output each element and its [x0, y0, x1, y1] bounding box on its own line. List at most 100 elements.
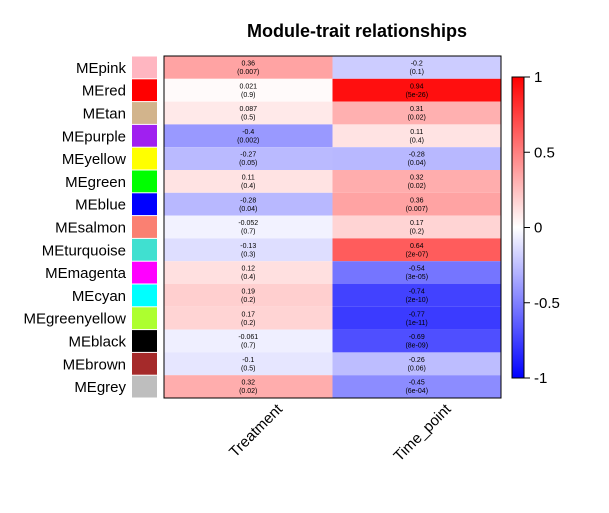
cell-correlation-label: 0.31	[410, 106, 424, 113]
heatmap-cell	[164, 170, 333, 193]
cell-correlation-label: 0.11	[410, 129, 423, 136]
cell-pvalue-label: (0.002)	[237, 137, 259, 144]
column-label: Time_point	[390, 400, 455, 465]
heatmap-cells: 0.36(0.007)-0.2(0.1)0.021(0.9)0.94(5e-26…	[164, 56, 501, 398]
module-swatch	[132, 102, 157, 124]
row-label: MEbrown	[63, 356, 126, 373]
heatmap-cell	[332, 170, 501, 193]
row-label: MEgreenyellow	[23, 311, 126, 328]
colorbar-tick-label: -1	[534, 370, 547, 387]
cell-correlation-label: -0.26	[409, 357, 425, 364]
heatmap-cell	[332, 284, 501, 307]
row-label: MEtan	[83, 106, 126, 123]
heatmap-cell	[164, 261, 333, 284]
row-label: MEturquoise	[42, 242, 126, 259]
row-labels: MEpink MEred MEtan MEpurple MEyellow MEgreen M…	[23, 60, 126, 396]
cell-pvalue-label: (0.05)	[239, 160, 257, 167]
heatmap-cell	[332, 306, 501, 330]
heatmap-cell	[164, 215, 333, 239]
heatmap-cell	[332, 78, 501, 102]
heatmap-cell	[332, 56, 501, 79]
heatmap-cell	[164, 329, 333, 353]
cell-pvalue-label: (0.02)	[408, 115, 426, 122]
colorbar-tick-label: 1	[534, 69, 542, 86]
cell-pvalue-label: (0.04)	[408, 160, 426, 167]
cell-pvalue-label: (0.06)	[408, 365, 426, 372]
heatmap-cell	[332, 101, 501, 125]
heatmap-cell	[164, 56, 333, 79]
cell-correlation-label: -0.77	[409, 311, 425, 318]
colorbar-tick-label: 0.5	[534, 144, 555, 161]
module-swatch	[132, 330, 157, 352]
heatmap-cell	[164, 147, 333, 170]
colorbar-tick-label: 0	[534, 220, 542, 237]
cell-correlation-label: -0.74	[409, 289, 425, 296]
cell-pvalue-label: (0.007)	[237, 69, 259, 76]
cell-correlation-label: -0.69	[409, 334, 425, 341]
cell-pvalue-label: (3e-05)	[405, 274, 428, 281]
cell-correlation-label: 0.17	[241, 311, 255, 318]
cell-pvalue-label: (0.5)	[241, 115, 255, 122]
heatmap-cell	[164, 238, 333, 262]
heatmap-cell	[164, 78, 333, 102]
module-swatch	[132, 261, 157, 284]
row-label: MEblack	[68, 334, 126, 351]
heatmap-cell	[332, 147, 501, 170]
cell-correlation-label: -0.28	[240, 197, 256, 204]
cell-pvalue-label: (0.2)	[241, 297, 255, 304]
cell-correlation-label: 0.021	[239, 83, 257, 90]
cell-correlation-label: -0.1	[242, 357, 254, 364]
heatmap-cell	[332, 215, 501, 239]
cell-pvalue-label: (0.4)	[241, 274, 255, 281]
cell-pvalue-label: (0.3)	[241, 251, 255, 258]
cell-pvalue-label: (0.007)	[406, 206, 428, 213]
row-label: MEred	[82, 83, 126, 100]
heatmap-border	[163, 55, 502, 399]
module-swatch	[132, 375, 157, 398]
module-swatch	[132, 124, 157, 147]
module-swatch	[132, 193, 157, 216]
module-swatch	[132, 56, 157, 79]
heatmap-cell	[332, 352, 501, 376]
cell-pvalue-label: (5e-26)	[405, 92, 428, 99]
module-swatch	[132, 147, 157, 170]
module-swatch	[132, 216, 157, 238]
cell-pvalue-label: (0.2)	[410, 229, 424, 236]
module-swatch	[132, 238, 157, 261]
cell-correlation-label: 0.94	[410, 83, 424, 90]
heatmap-cell	[332, 329, 501, 353]
colorbar-legend: 1 0.5 0 -0.5 -1	[511, 69, 560, 387]
row-label: MEgrey	[74, 379, 126, 396]
cell-pvalue-label: (0.7)	[241, 343, 255, 350]
row-label: MEgreen	[65, 174, 126, 191]
heatmap-cell	[332, 192, 501, 216]
colorbar-tick-label: -0.5	[534, 295, 560, 312]
row-label: MEpink	[76, 60, 127, 77]
module-swatch	[132, 284, 157, 307]
cell-correlation-label: 0.19	[241, 289, 255, 296]
cell-correlation-label: -0.2	[411, 61, 423, 68]
cell-correlation-label: 0.32	[410, 175, 424, 182]
column-labels: Treatment Time_point	[226, 400, 455, 465]
heatmap-cell	[332, 375, 501, 398]
heatmap-cell	[164, 101, 333, 125]
cell-correlation-label: -0.13	[240, 243, 256, 250]
module-color-swatches	[132, 56, 157, 398]
cell-pvalue-label: (0.2)	[241, 320, 255, 327]
cell-correlation-label: 0.087	[239, 106, 257, 113]
cell-pvalue-label: (2e-10)	[405, 297, 428, 304]
cell-pvalue-label: (6e-04)	[405, 388, 428, 395]
cell-pvalue-label: (0.4)	[410, 137, 424, 144]
row-label: MEcyan	[72, 288, 126, 305]
cell-correlation-label: -0.27	[240, 152, 256, 159]
cell-pvalue-label: (0.04)	[239, 206, 257, 213]
heatmap-cell	[164, 192, 333, 216]
row-label: MEblue	[75, 197, 126, 214]
heatmap-cell	[164, 124, 333, 148]
cell-correlation-label: 0.36	[410, 197, 424, 204]
cell-correlation-label: 0.17	[410, 220, 424, 227]
row-label: MEmagenta	[45, 265, 127, 282]
cell-pvalue-label: (1e-11)	[406, 320, 428, 327]
heatmap-cell	[332, 124, 501, 148]
heatmap-cell	[164, 306, 333, 330]
